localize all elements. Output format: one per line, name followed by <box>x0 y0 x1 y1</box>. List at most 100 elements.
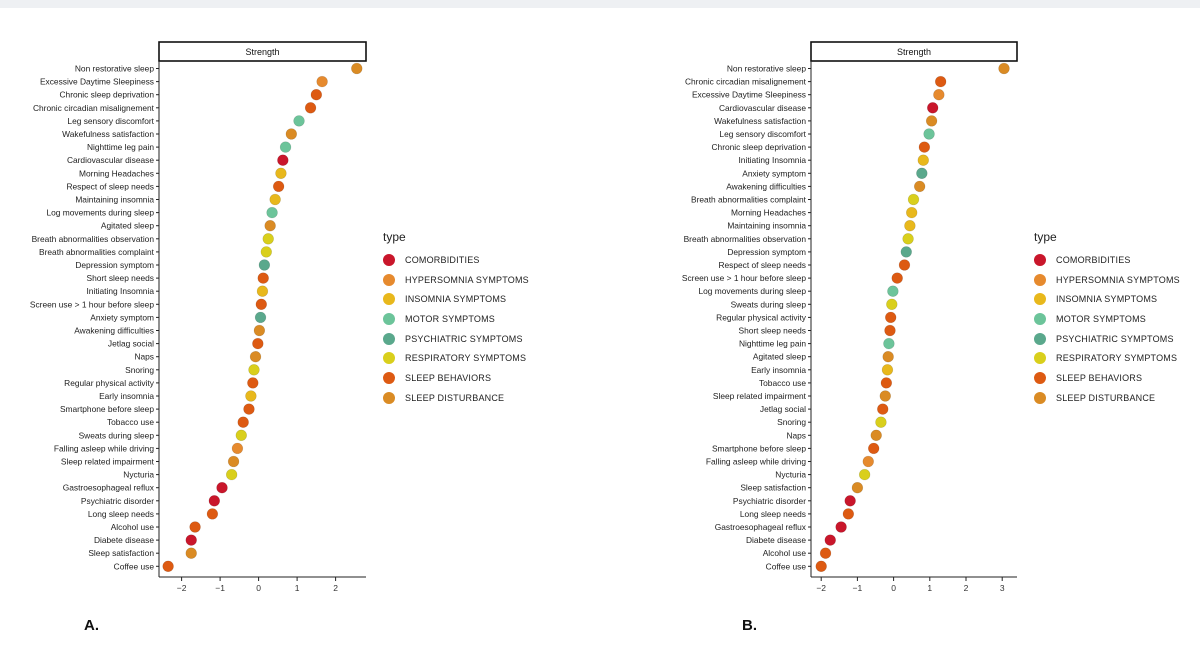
data-point <box>227 455 240 468</box>
panel-a-label: A. <box>84 617 99 634</box>
y-tick-label: Log movements during sleep <box>46 208 154 218</box>
panel-b-label: B. <box>742 617 757 634</box>
legend-item: HYPERSOMNIA SYMPTOMS <box>1034 270 1180 290</box>
y-tick-label: Agitated sleep <box>101 221 154 231</box>
data-point <box>293 115 305 127</box>
y-tick-label: Depression symptom <box>727 247 806 257</box>
y-tick-label: Nighttime leg pain <box>739 339 806 349</box>
y-tick-label: Sweats during sleep <box>79 430 155 440</box>
legend-swatch <box>1034 371 1046 384</box>
y-tick-label: Long sleep needs <box>740 509 806 519</box>
legend-label: SLEEP DISTURBANCE <box>405 392 505 403</box>
data-point <box>189 521 201 533</box>
legend-swatch <box>383 312 395 325</box>
chart-panel-b: Strength −2 −1 0 1 2 3 Non restorative sleep Chr… <box>682 41 1018 593</box>
data-point <box>819 547 832 559</box>
legend-swatch <box>383 332 395 345</box>
y-tick-label: Chronic circadian misalignement <box>33 103 155 113</box>
x-tick-label: −1 <box>853 583 863 593</box>
legend-label: HYPERSOMNIA SYMPTOMS <box>405 274 529 285</box>
data-point <box>208 495 221 507</box>
y-tick-label: Maintaining insomnia <box>75 195 154 205</box>
top-strip <box>0 0 1200 8</box>
x-tick-label: 2 <box>964 583 969 593</box>
data-point <box>316 75 328 88</box>
y-tick-label: Snoring <box>777 417 806 427</box>
data-point <box>835 521 847 533</box>
y-tick-label: Nycturia <box>123 470 154 480</box>
y-tick-label: Alcohol use <box>763 548 807 558</box>
y-tick-label: Short sleep needs <box>86 273 154 283</box>
y-tick-label: Psychiatric disorder <box>733 496 806 506</box>
data-point <box>254 311 267 324</box>
data-point <box>255 298 267 310</box>
y-tick-label: Diabete disease <box>94 535 154 545</box>
data-point <box>933 88 945 101</box>
y-tick-label: Respect of sleep needs <box>66 181 154 191</box>
data-point <box>862 455 874 468</box>
legend-swatch <box>383 293 395 306</box>
data-point <box>900 246 912 258</box>
legend-b: type COMORBIDITIES HYPERSOMNIA SYMPTOMS IN… <box>1034 230 1180 408</box>
y-tick-label: Gastroesophageal reflux <box>63 483 155 493</box>
data-point <box>266 206 278 219</box>
x-tick-label: −2 <box>177 583 187 593</box>
data-point <box>275 167 287 180</box>
y-tick-label: Nycturia <box>775 470 806 480</box>
y-tick-label: Leg sensory discomfort <box>719 129 806 139</box>
data-point <box>243 403 255 415</box>
y-tick-label: Nighttime leg pain <box>87 142 154 152</box>
legend-item: HYPERSOMNIA SYMPTOMS <box>383 270 529 290</box>
x-tick-label: 1 <box>295 583 300 593</box>
x-tick-label: −2 <box>816 583 826 593</box>
legend-item: INSOMNIA SYMPTOMS <box>383 289 529 309</box>
legend-label: SLEEP BEHAVIORS <box>1056 372 1143 383</box>
data-point <box>253 324 266 337</box>
legend-label: RESPIRATORY SYMPTOMS <box>405 353 527 364</box>
data-point <box>858 468 871 481</box>
data-point <box>248 364 260 376</box>
data-point <box>913 180 926 193</box>
legend-title: type <box>383 230 406 244</box>
data-point <box>891 272 903 284</box>
data-point <box>870 429 882 441</box>
data-point <box>237 416 249 428</box>
x-tick-label: 3 <box>1000 583 1005 593</box>
legend-label: COMORBIDITIES <box>1056 254 1131 265</box>
data-point <box>185 534 197 546</box>
y-tick-label: Smartphone before sleep <box>60 404 154 414</box>
y-tick-label: Coffee use <box>766 561 807 571</box>
y-tick-label: Anxiety symptom <box>742 168 806 178</box>
data-point <box>304 102 317 114</box>
y-tick-label: Morning Headaches <box>79 168 154 178</box>
y-tick-label: Smartphone before sleep <box>712 443 806 453</box>
data-point <box>882 351 894 363</box>
legend-swatch <box>383 273 395 286</box>
data-point <box>824 534 836 546</box>
data-point <box>162 560 174 572</box>
y-tick-label: Tobacco use <box>107 417 154 427</box>
legend-label: SLEEP DISTURBANCE <box>1056 392 1156 403</box>
data-point <box>934 75 947 88</box>
legend-swatch <box>383 352 395 365</box>
y-tick-label: Wakefulness satisfaction <box>714 116 806 126</box>
legend-swatch <box>383 391 395 404</box>
x-tick-label: 1 <box>927 583 932 593</box>
data-point <box>235 429 247 441</box>
legend-swatch <box>1034 391 1046 404</box>
data-point <box>923 128 935 140</box>
data-point <box>264 220 276 232</box>
data-point <box>851 482 864 494</box>
data-point <box>245 390 257 402</box>
legend-item: COMORBIDITIES <box>383 250 529 270</box>
y-tick-label: Screen use > 1 hour before sleep <box>682 273 806 283</box>
y-tick-label: Sleep related impairment <box>61 457 155 467</box>
data-point <box>252 337 264 350</box>
y-tick-label: Chronic circadian misalignement <box>685 77 807 87</box>
legend-swatch <box>383 253 395 266</box>
legend-label: PSYCHIATRIC SYMPTOMS <box>405 333 523 344</box>
y-tick-label: Jetlag social <box>108 339 154 349</box>
y-tick-label: Breath abnormalities complaint <box>39 247 155 257</box>
data-point <box>815 560 827 572</box>
